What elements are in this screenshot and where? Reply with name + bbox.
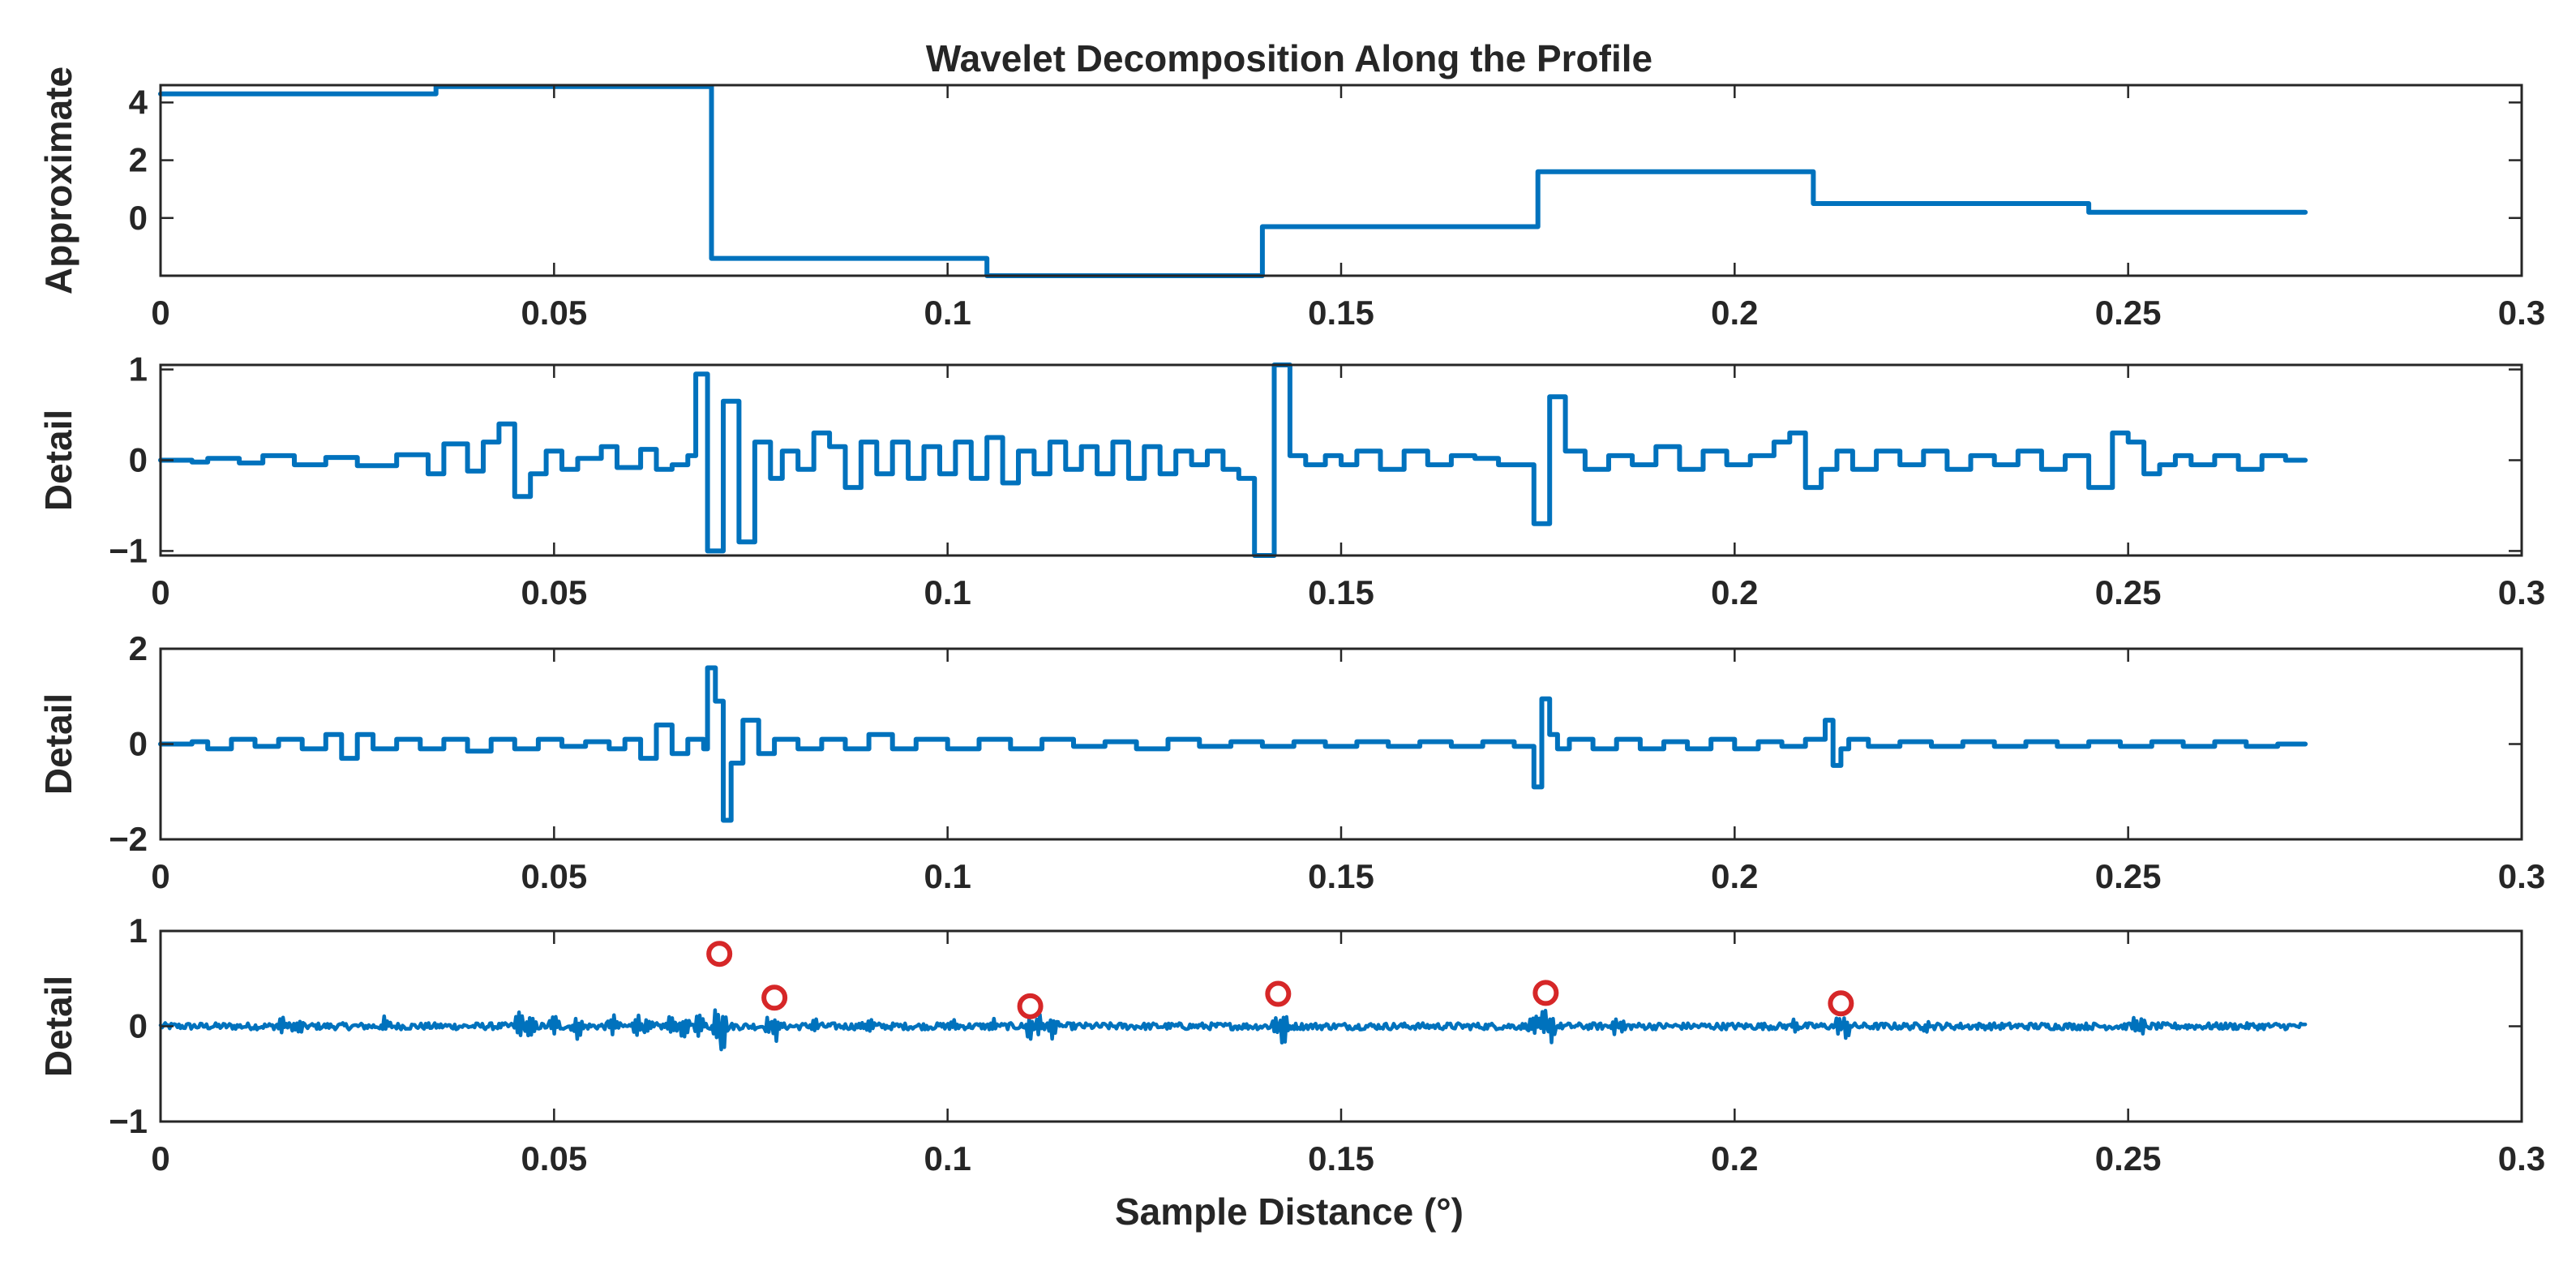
x-tick-label: 0.1	[924, 857, 971, 895]
y-tick-label: 0	[129, 1007, 148, 1045]
x-tick-label: 0.1	[924, 573, 971, 611]
x-tick-label: 0.05	[521, 857, 587, 895]
x-tick-label: 0	[151, 1139, 169, 1177]
x-tick-label: 0.25	[2095, 857, 2162, 895]
axes-frame	[159, 84, 2523, 277]
peak-marker-4	[1265, 980, 1292, 1007]
y-axis-label: Detail	[37, 410, 79, 511]
x-tick-label: 0.3	[2498, 294, 2545, 332]
peak-marker-6	[1828, 990, 1854, 1017]
y-tick-label: −1	[109, 531, 148, 569]
subplot-1: 0 0.05 0.1 0.15 0.2 0.25 0.3 0 2 4 Approximate	[37, 66, 2545, 332]
x-tick-label: 0.15	[1308, 294, 1374, 332]
y-tick-label: 0	[129, 199, 148, 237]
x-tick-label: 0.15	[1308, 573, 1374, 611]
y-tick-label: 4	[129, 83, 148, 121]
y-tick-label: 0	[129, 725, 148, 763]
x-tick-label: 0.05	[521, 294, 587, 332]
series-line	[158, 362, 2308, 558]
series-line	[158, 84, 2308, 278]
x-tick-label: 0	[151, 857, 169, 895]
x-tick-label: 0.15	[1308, 857, 1374, 895]
y-tick-label: 2	[129, 141, 148, 179]
x-tick-label: 0.05	[521, 1139, 587, 1177]
x-tick-label: 0	[151, 573, 169, 611]
y-axis-label: Detail	[37, 693, 79, 795]
x-tick-label: 0.3	[2498, 573, 2545, 611]
x-tick-label: 0.05	[521, 573, 587, 611]
y-tick-label: −1	[109, 1102, 148, 1140]
x-tick-label: 0.25	[2095, 573, 2162, 611]
y-tick-label: 1	[129, 350, 148, 388]
peak-marker-3	[1017, 993, 1044, 1019]
x-tick-label: 0.1	[924, 1139, 971, 1177]
x-tick-label: 0.2	[1711, 1139, 1758, 1177]
y-tick-label: 2	[129, 629, 148, 667]
x-tick-label: 0.2	[1711, 573, 1758, 611]
x-tick-label: 0.2	[1711, 857, 1758, 895]
x-tick-label: 0.25	[2095, 294, 2162, 332]
peak-marker-1	[706, 941, 733, 967]
x-tick-label: 0.2	[1711, 294, 1758, 332]
x-tick-label: 0	[151, 294, 169, 332]
series-line	[158, 1008, 2308, 1052]
x-tick-label: 0.25	[2095, 1139, 2162, 1177]
peak-marker-5	[1532, 980, 1559, 1006]
y-tick-label: −2	[109, 820, 148, 858]
series-line	[158, 665, 2308, 823]
y-axis-label: Detail	[37, 976, 79, 1077]
x-tick-label: 0.15	[1308, 1139, 1374, 1177]
x-tick-label: 0.3	[2498, 1139, 2545, 1177]
x-tick-label: 0.3	[2498, 857, 2545, 895]
y-tick-label: 1	[129, 912, 148, 950]
figure-title: Wavelet Decomposition Along the Profile	[926, 37, 1652, 79]
y-tick-label: 0	[129, 441, 148, 479]
x-tick-label: 0.1	[924, 294, 971, 332]
x-axis-label: Sample Distance (°)	[1115, 1190, 1464, 1233]
y-axis-label: Approximate	[37, 66, 79, 294]
peak-marker-2	[761, 984, 788, 1011]
